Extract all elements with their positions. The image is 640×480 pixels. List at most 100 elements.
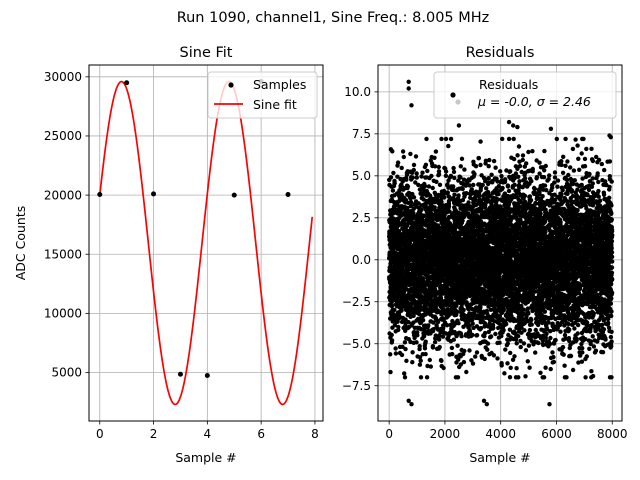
residual-point	[419, 174, 424, 179]
residual-point	[496, 192, 501, 197]
residual-point	[410, 350, 415, 355]
residual-point	[426, 184, 432, 189]
residual-point	[389, 304, 395, 309]
residual-point	[443, 173, 449, 178]
residual-point	[464, 369, 469, 375]
residual-point	[501, 307, 506, 312]
residual-point	[515, 153, 520, 158]
residual-point	[392, 307, 397, 313]
residual-point	[491, 158, 497, 164]
residual-point	[460, 218, 465, 223]
sine-fit-sample-point	[177, 371, 183, 377]
sine-fit-samples	[97, 79, 291, 378]
residual-point	[470, 321, 475, 326]
residual-point	[473, 164, 479, 169]
residual-point	[455, 343, 460, 348]
sine-fit-y-tick-label: 30000	[44, 70, 82, 84]
residual-point	[432, 339, 438, 345]
residual-point	[390, 149, 395, 154]
residual-point	[417, 355, 423, 360]
residual-point	[499, 363, 504, 368]
residual-point	[432, 164, 438, 169]
residual-point	[401, 154, 406, 160]
residual-point	[392, 323, 398, 328]
residual-point	[511, 156, 517, 162]
residual-point	[459, 334, 464, 339]
residual-point	[451, 169, 457, 175]
residual-point	[408, 151, 413, 157]
residual-point	[451, 337, 456, 342]
residual-point	[498, 169, 503, 174]
sine-fit-sample-point	[124, 80, 130, 86]
sine-fit-legend: Samples Sine fit	[207, 71, 318, 119]
residual-point	[441, 365, 446, 371]
residual-point	[411, 313, 416, 318]
residual-point	[425, 168, 430, 174]
residual-point	[423, 223, 429, 228]
residual-point	[425, 363, 430, 369]
residual-point	[520, 157, 525, 163]
residual-point	[439, 136, 444, 142]
residual-point	[508, 169, 513, 174]
sine-fit-legend-box	[207, 71, 318, 119]
residual-point	[400, 149, 406, 154]
residual-point	[408, 203, 414, 209]
residual-point	[422, 183, 428, 189]
residual-point	[485, 341, 491, 346]
residual-point	[518, 344, 523, 350]
residual-point	[441, 325, 446, 330]
residuals-points	[387, 79, 615, 407]
residual-point	[493, 331, 498, 337]
residual-point	[487, 157, 492, 163]
residual-point	[396, 199, 402, 204]
residual-point	[395, 174, 400, 179]
residual-point	[456, 193, 461, 198]
residual-point	[440, 334, 446, 339]
residual-point	[493, 165, 498, 170]
residual-point	[451, 165, 456, 171]
residual-point	[486, 176, 491, 181]
residual-point	[446, 204, 452, 209]
residual-point	[489, 172, 494, 177]
residual-point	[523, 374, 528, 379]
residual-point	[522, 193, 528, 198]
residual-point	[507, 375, 513, 380]
residual-point	[462, 348, 467, 354]
sine-fit-curve-group	[98, 80, 314, 406]
residual-point	[404, 177, 409, 182]
residual-point	[485, 347, 490, 352]
residual-point	[408, 199, 414, 205]
residual-point	[426, 323, 431, 328]
residual-point	[403, 346, 408, 352]
residual-point	[414, 175, 419, 180]
residual-point	[512, 354, 517, 359]
sine-fit-y-tick-label: 20000	[44, 188, 82, 202]
sine-fit-grid	[89, 65, 323, 421]
residual-point	[411, 167, 416, 173]
residual-point	[420, 170, 425, 175]
residual-point	[405, 184, 411, 189]
residual-point	[408, 196, 413, 201]
sine-fit-x-tick-label: 0	[96, 427, 104, 441]
residual-point	[472, 171, 477, 177]
residual-point	[391, 170, 396, 176]
sine-fit-x-tick-label: 4	[204, 427, 212, 441]
residual-point	[405, 205, 410, 211]
residual-point	[415, 333, 420, 338]
sine-fit-x-tick-label: 2	[150, 427, 158, 441]
residual-point	[474, 350, 480, 355]
legend-samples-label: Samples	[253, 77, 306, 92]
residual-point	[491, 325, 496, 331]
residual-point	[426, 274, 432, 279]
residual-point	[392, 181, 397, 186]
sine-fit-sample-point	[285, 192, 291, 198]
residual-point	[516, 375, 521, 380]
residual-point	[517, 179, 522, 184]
residual-point	[476, 155, 481, 161]
residual-point	[434, 179, 439, 184]
residual-point	[500, 185, 505, 191]
residual-point	[452, 192, 457, 197]
